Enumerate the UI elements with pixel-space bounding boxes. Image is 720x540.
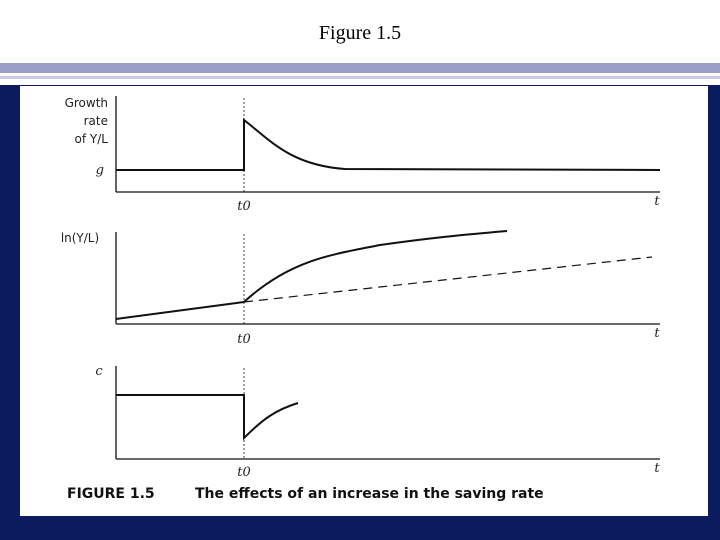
lny-ylabel: ln(Y/L): [61, 231, 99, 245]
c-t0-label: t0: [237, 465, 251, 480]
growth-t0-label: t0: [237, 199, 251, 214]
lny-t0-label: t0: [237, 332, 251, 347]
growth-level-label: g: [96, 163, 104, 178]
title-divider-line: [0, 76, 720, 79]
growth-t-label: t: [654, 194, 660, 209]
growth-ylabel-line3: of Y/L: [75, 132, 109, 146]
slide-title: Figure 1.5: [318, 22, 402, 44]
figure-panel: [20, 86, 708, 516]
title-divider-bar: [0, 63, 720, 73]
consumption-path: [116, 394, 299, 441]
growth-panel: Growth rate of Y/L g t0 t: [65, 96, 661, 214]
growth-ylabel-line2: rate: [84, 114, 108, 128]
lny-new-path-curve: [243, 230, 508, 303]
c-ylabel: c: [95, 364, 103, 379]
figure-caption-prefix: FIGURE 1.5: [67, 486, 155, 502]
consumption-panel: c t0 t: [95, 364, 660, 480]
growth-rate-curve: [116, 117, 661, 171]
figure-caption-text: The effects of an increase in the saving…: [195, 486, 544, 502]
lny-panel: ln(Y/L) t0 t: [61, 230, 660, 347]
lny-initial-path: [115, 301, 245, 320]
growth-ylabel-line1: Growth: [65, 96, 108, 110]
lny-t-label: t: [654, 326, 660, 341]
c-t-label: t: [654, 461, 660, 476]
lny-old-trend-dashed: [243, 256, 653, 303]
